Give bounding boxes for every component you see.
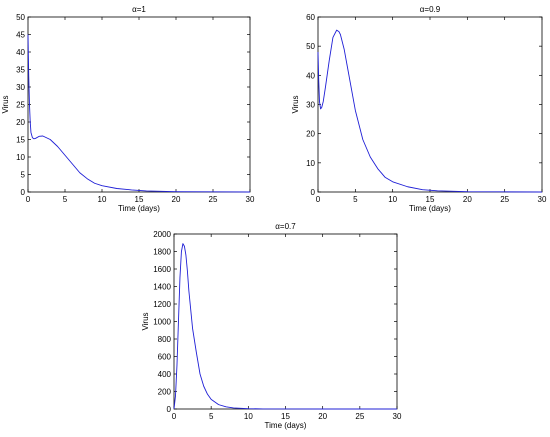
series-line: [27, 34, 251, 193]
y-tick-label: 40: [16, 48, 25, 57]
y-tick-label: 1200: [153, 300, 171, 309]
y-axis-label: Virus: [1, 95, 10, 113]
x-tick-label: 15: [426, 195, 435, 204]
x-axis-label: Time (days): [265, 421, 307, 430]
chart-panel-alpha-0.9: 0 5 10 15 20 25 30 0 10 20 30 40 50 60 α=0.9 Time (days…: [291, 5, 547, 213]
x-tick-label: 5: [209, 412, 214, 421]
x-tick-label: 20: [463, 195, 472, 204]
y-tick-label: 35: [16, 66, 25, 75]
y-tick-label: 15: [16, 136, 25, 145]
y-tick-label: 1000: [153, 318, 171, 327]
y-tick-label: 600: [158, 353, 172, 362]
y-tick-label: 800: [158, 335, 172, 344]
chart-panel-alpha-1: 0 5 10 15 20 25 30 0 5 10 15 20 25 30 35 40 45 50 α=1 Time …: [1, 5, 255, 213]
chart-title: α=0.7: [275, 222, 296, 231]
x-axis-label: Time (days): [409, 204, 451, 213]
y-tick-label: 60: [306, 13, 315, 22]
axes-box: [173, 233, 398, 410]
axes-box: [317, 16, 543, 193]
y-tick-label: 30: [16, 83, 25, 92]
y-tick-label: 10: [306, 159, 315, 168]
x-tick-label: 30: [246, 195, 255, 204]
x-tick-label: 5: [63, 195, 68, 204]
x-tick-label: 10: [388, 195, 397, 204]
y-axis-label: Virus: [141, 312, 150, 330]
x-axis-label: Time (days): [118, 204, 160, 213]
y-tick-label: 30: [306, 101, 315, 110]
y-tick-label: 0: [21, 188, 26, 197]
axes-box: [27, 16, 251, 193]
y-axis-label: Virus: [291, 95, 300, 113]
y-tick-label: 1600: [153, 265, 171, 274]
x-tick-label: 25: [500, 195, 509, 204]
y-tick-label: 0: [167, 405, 172, 414]
chart-title: α=1: [132, 5, 146, 14]
x-tick-label: 0: [26, 195, 31, 204]
y-tick-label: 20: [306, 130, 315, 139]
chart-panel-alpha-0.7: 0 5 10 15 20 25 30 0 200 400 600 800 1000 1200 1400 160…: [141, 222, 402, 430]
y-tick-label: 40: [306, 71, 315, 80]
x-tick-label: 0: [172, 412, 177, 421]
y-tick-label: 200: [158, 388, 172, 397]
x-tick-label: 20: [172, 195, 181, 204]
x-tick-label: 15: [135, 195, 144, 204]
series-line: [173, 243, 397, 410]
y-tick-label: 10: [16, 153, 25, 162]
x-tick-label: 25: [209, 195, 218, 204]
x-tick-label: 5: [353, 195, 358, 204]
y-tick-label: 50: [16, 13, 25, 22]
y-tick-label: 0: [311, 188, 316, 197]
y-tick-label: 2000: [153, 230, 171, 239]
x-tick-label: 10: [244, 412, 253, 421]
y-tick-label: 1400: [153, 283, 171, 292]
x-tick-label: 10: [98, 195, 107, 204]
y-tick-label: 20: [16, 118, 25, 127]
y-tick-label: 45: [16, 31, 25, 40]
x-tick-label: 30: [393, 412, 402, 421]
y-tick-label: 1800: [153, 248, 171, 257]
y-tick-label: 25: [16, 101, 25, 110]
series-line: [317, 29, 543, 193]
x-tick-label: 0: [316, 195, 321, 204]
y-tick-label: 400: [158, 370, 172, 379]
x-tick-label: 15: [281, 412, 290, 421]
x-tick-label: 25: [355, 412, 364, 421]
x-tick-label: 30: [538, 195, 547, 204]
y-tick-label: 5: [21, 171, 26, 180]
chart-title: α=0.9: [420, 5, 441, 14]
x-tick-label: 20: [318, 412, 327, 421]
y-tick-label: 50: [306, 42, 315, 51]
